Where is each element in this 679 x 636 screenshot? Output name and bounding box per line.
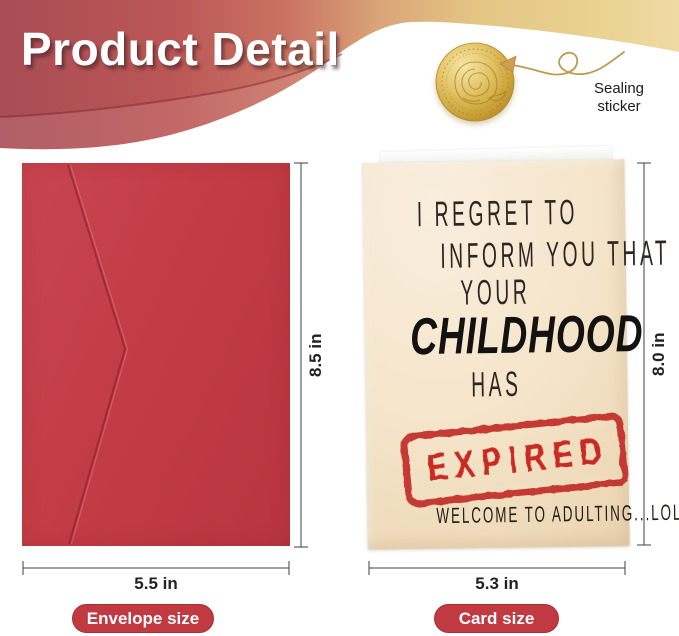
expired-stamp: EXPIRED <box>399 411 630 508</box>
envelope-width-label: 5.5 in <box>134 574 178 593</box>
card-width-dimension-line <box>368 561 626 575</box>
card-size-badge: Card size <box>434 604 559 633</box>
sealing-sticker-label: Sealing sticker <box>593 80 645 115</box>
envelope-height-dimension-line <box>294 162 308 548</box>
arrow-shaft <box>510 51 625 76</box>
sticker-dot-ring <box>441 48 509 116</box>
card-width-label: 5.3 in <box>475 574 519 593</box>
rose-icon <box>454 61 507 105</box>
card-message-line-2: INFORM YOU THAT <box>440 232 671 276</box>
card-message-childhood: CHILDHOOD <box>409 304 644 367</box>
card-size-badge-label: Card size <box>458 609 535 628</box>
card-message-line-1: I REGRET TO <box>416 192 579 234</box>
envelope-size-badge-label: Envelope size <box>86 609 200 628</box>
wave-inner-highlight <box>0 54 342 150</box>
sticker-text-ring <box>446 53 504 111</box>
envelope-flap-crease <box>67 164 129 545</box>
envelope <box>22 163 290 546</box>
greeting-card: I REGRET TO INFORM YOU THAT YOUR CHILDHO… <box>362 159 679 550</box>
card-height-dimension-line <box>637 162 651 546</box>
wave-shape <box>0 0 679 150</box>
sticker-base <box>435 42 515 122</box>
card-message-line-5: HAS <box>470 363 522 405</box>
card-height-label: 8.0 in <box>649 332 668 376</box>
sealing-sticker-icon <box>435 42 515 122</box>
expired-stamp-text: EXPIRED <box>425 428 611 490</box>
wave-crease-line <box>0 53 343 118</box>
card-footer-line: WELCOME TO ADULTING...LOL <box>436 500 679 529</box>
envelope-width-dimension-line <box>22 561 290 575</box>
curly-arrow-icon <box>499 51 625 76</box>
card-message-line-3: YOUR <box>459 271 531 313</box>
envelope-height-label: 8.5 in <box>306 333 325 377</box>
header-wave-banner <box>0 0 679 150</box>
crease-shadow-line <box>67 164 126 545</box>
envelope-size-badge: Envelope size <box>72 604 214 633</box>
page-title: Product Detail <box>21 23 340 75</box>
arrow-head <box>499 55 517 73</box>
crease-highlight-line <box>69 164 129 545</box>
